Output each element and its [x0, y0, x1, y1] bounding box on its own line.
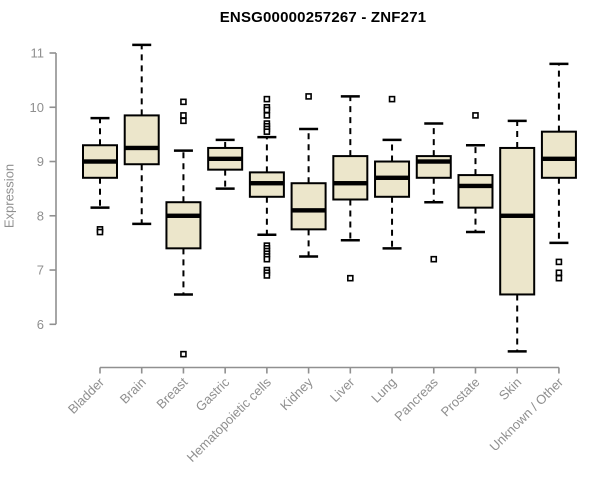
outlier-point [263, 112, 271, 119]
x-tick-label: Bladder [65, 374, 108, 417]
x-tick-label: Breast [153, 374, 190, 411]
y-tick-label: 9 [37, 154, 44, 169]
x-tick-label: Skin [496, 375, 524, 403]
iqr-box [457, 174, 494, 209]
y-tick-label: 10 [30, 100, 44, 115]
y-tick-label: 11 [31, 46, 45, 61]
iqr-box [499, 146, 536, 296]
box-group-unknown-other [540, 62, 577, 282]
y-axis: 6 7 8 9 10 11 [30, 46, 57, 332]
x-tick-label: Liver [327, 374, 358, 405]
iqr-box [165, 201, 202, 250]
box-group-lung [374, 95, 411, 250]
median-line [166, 213, 201, 218]
outlier-point [263, 95, 271, 103]
box-group-pancreas [415, 122, 452, 263]
y-tick-label: 6 [37, 317, 44, 332]
outlier-point [96, 228, 104, 236]
median-line [83, 159, 117, 164]
outlier-point [347, 274, 354, 282]
median-line [208, 156, 243, 162]
x-tick-label: Pancreas [391, 374, 441, 424]
x-tick-label: Lung [368, 375, 399, 406]
x-tick-label: Kidney [277, 374, 316, 413]
outlier-point [305, 93, 312, 100]
box-group-prostate [457, 112, 494, 234]
outlier-point [263, 106, 271, 114]
y-tick-label: 7 [37, 263, 44, 278]
box-group-liver [332, 95, 369, 282]
x-tick-label: Brain [117, 375, 149, 407]
box-group-skin [499, 119, 536, 353]
outlier-point [263, 255, 271, 263]
outlier-point [388, 95, 396, 103]
median-line [124, 145, 159, 151]
chart-title: ENSG00000257267 - ZNF271 [219, 9, 427, 26]
median-line [333, 181, 368, 186]
box-group-gastric [207, 138, 244, 190]
median-line [375, 175, 410, 180]
box-group-breast [165, 98, 202, 358]
median-line [291, 208, 326, 213]
outlier-point [180, 350, 187, 358]
outlier-point [263, 272, 271, 279]
box-group-brain [123, 43, 160, 226]
outlier-point [180, 98, 187, 106]
y-tick-label: 8 [37, 208, 44, 223]
box-group-hematopoietic-cells [248, 95, 285, 279]
iqr-box [332, 155, 369, 201]
median-line [249, 181, 284, 186]
x-tick-label: Gastric [193, 374, 233, 414]
outlier-point [555, 258, 563, 266]
iqr-box [540, 130, 577, 179]
outlier-point [180, 112, 187, 119]
median-line [416, 159, 451, 164]
outlier-point [555, 269, 563, 277]
outlier-point [263, 128, 271, 135]
outlier-point [430, 255, 438, 263]
x-tick-label: Unknown / Other [486, 374, 566, 454]
outlier-point [555, 274, 563, 282]
iqr-box [290, 182, 327, 231]
x-tick-label: Prostate [438, 375, 483, 420]
box-group-bladder [82, 116, 118, 236]
box-group-kidney [290, 93, 327, 258]
iqr-box [123, 114, 160, 166]
median-line [541, 156, 576, 162]
median-line [458, 183, 493, 189]
median-line [500, 213, 535, 218]
outlier-point [180, 117, 187, 125]
outlier-point [472, 112, 479, 119]
